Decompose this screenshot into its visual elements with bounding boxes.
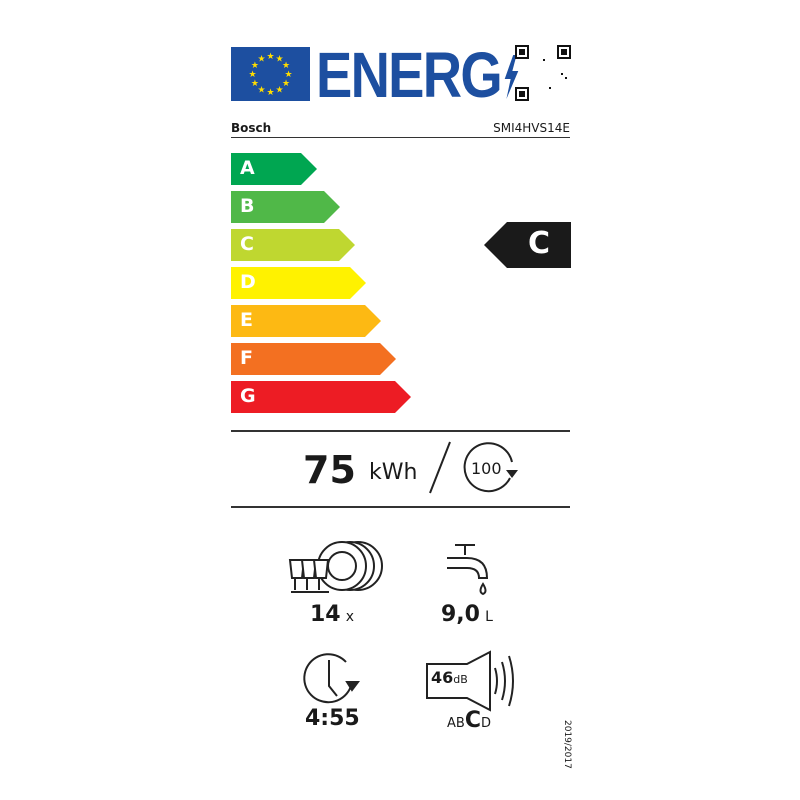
noise-classes-after: D [480,716,491,731]
divider [231,430,570,432]
water-unit: L [485,609,493,625]
energy-logo: ENERG [316,40,520,110]
rating-indicator: C [484,222,571,268]
model-number: SMI4HVS14E [493,121,570,135]
svg-text:★: ★ [251,79,259,89]
energy-class-a: A [231,153,317,185]
svg-text:★: ★ [266,52,274,62]
svg-text:★: ★ [275,86,283,96]
energy-class-b: B [231,191,340,223]
svg-text:★: ★ [275,54,283,64]
svg-text:★: ★ [251,61,259,71]
class-letter: D [240,271,256,293]
speaker-icon [426,650,514,712]
lightning-icon [504,55,518,99]
duration-value: 4:55 [305,706,360,731]
water-value: 9,0 [441,602,480,627]
class-letter: F [240,347,253,369]
energy-unit: kWh [369,460,418,485]
place-settings-value: 14 [310,602,341,627]
eu-flag: ★ ★ ★ ★ ★ ★ ★ ★ ★ ★ ★ ★ [231,47,310,101]
noise-value: 46 [431,668,454,687]
noise-unit: dB [453,673,468,686]
regulation-number: 2019/2017 [562,720,572,769]
place-settings-unit: x [345,609,355,625]
qr-code[interactable] [515,45,571,101]
cycle-icon [463,442,518,493]
svg-text:★: ★ [284,70,292,80]
energy-class-c: C [231,229,355,261]
class-letter: B [240,195,255,217]
divider [231,506,570,508]
noise-classes-before: AB [447,716,465,731]
divider [231,137,570,138]
svg-text:★: ★ [257,54,265,64]
eu-stars-icon: ★ ★★★★★★★★★★★ [248,52,292,98]
class-letter: C [240,233,254,255]
svg-text:★: ★ [282,79,290,89]
svg-text:★: ★ [266,88,274,98]
energy-class-g: G [231,381,411,413]
energy-class-d: D [231,267,366,299]
svg-text:★: ★ [282,61,290,71]
class-letter: A [240,157,255,179]
clock-icon [303,653,360,704]
svg-text:★: ★ [248,70,256,80]
class-letter: E [240,309,253,331]
dishes-icon [288,541,383,593]
energy-class-f: F [231,343,396,375]
class-letter: G [240,385,256,407]
cycles-value: 100 [471,459,502,478]
brand-name: Bosch [231,121,272,135]
slash-divider [429,441,451,494]
svg-text:★: ★ [257,86,265,96]
energy-value: 75 [303,448,356,492]
energy-class-e: E [231,305,381,337]
water-tap-icon [447,544,489,596]
noise-class: C [464,708,481,733]
